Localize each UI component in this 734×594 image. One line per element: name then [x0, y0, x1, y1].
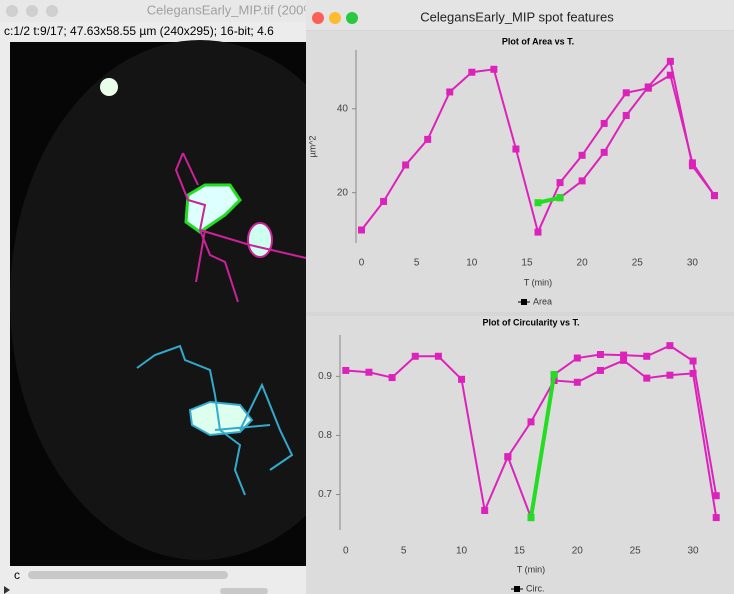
point — [412, 353, 419, 360]
chart-title: Plot of Area vs T. — [502, 36, 574, 46]
spot — [248, 223, 272, 257]
point — [446, 88, 453, 95]
point — [402, 161, 409, 168]
point — [713, 514, 720, 521]
scrollbar[interactable] — [28, 571, 228, 579]
legend-marker — [521, 299, 527, 305]
frame-slider[interactable] — [220, 588, 268, 594]
zoom-button[interactable] — [46, 5, 58, 17]
point — [342, 367, 349, 374]
point — [666, 342, 673, 349]
point — [579, 152, 586, 159]
x-tick-label: 0 — [343, 546, 349, 557]
x-tick-label: 20 — [572, 546, 584, 557]
x-tick-label: 10 — [466, 258, 478, 269]
point — [535, 229, 542, 236]
status-channel: c — [14, 568, 20, 582]
x-axis-label: T (min) — [517, 564, 545, 574]
point — [557, 194, 564, 201]
minimize-button[interactable] — [26, 5, 38, 17]
minimize-button[interactable] — [329, 12, 341, 24]
point — [597, 367, 604, 374]
x-tick-label: 30 — [687, 258, 699, 269]
x-tick-label: 15 — [514, 546, 526, 557]
x-tick-label: 15 — [521, 258, 533, 269]
point — [711, 192, 718, 199]
y-tick-label: 0.7 — [318, 489, 332, 500]
x-tick-label: 10 — [456, 546, 468, 557]
point — [643, 353, 650, 360]
point — [528, 418, 535, 425]
point — [689, 162, 696, 169]
point — [528, 514, 535, 521]
y-axis-label: µm^2 — [307, 136, 317, 158]
point — [490, 66, 497, 73]
point — [690, 358, 697, 365]
image-info: c:1/2 t:9/17; 47.63x58.55 µm (240x295); … — [4, 24, 274, 38]
point — [601, 149, 608, 156]
y-tick-label: 0.8 — [318, 430, 332, 441]
point — [557, 179, 564, 186]
legend-label: Circ. — [526, 583, 545, 593]
point — [667, 58, 674, 65]
point — [365, 369, 372, 376]
point — [574, 355, 581, 362]
point — [623, 89, 630, 96]
point — [458, 376, 465, 383]
point — [666, 372, 673, 379]
point — [380, 198, 387, 205]
zoom-button[interactable] — [346, 12, 358, 24]
point — [551, 371, 558, 378]
x-tick-label: 5 — [401, 546, 407, 557]
point — [601, 120, 608, 127]
legend-label: Area — [533, 296, 552, 306]
x-axis-label: T (min) — [524, 277, 552, 287]
legend-marker — [514, 586, 520, 592]
point — [435, 353, 442, 360]
point — [645, 83, 652, 90]
x-tick-label: 25 — [632, 258, 644, 269]
y-tick-label: 20 — [337, 187, 349, 198]
x-tick-label: 30 — [687, 546, 699, 557]
spot — [100, 78, 118, 96]
x-tick-label: 20 — [577, 258, 589, 269]
x-tick-label: 5 — [414, 258, 420, 269]
point — [481, 507, 488, 514]
point — [623, 112, 630, 119]
point — [620, 352, 627, 359]
x-tick-label: 25 — [630, 546, 642, 557]
point — [713, 492, 720, 499]
y-tick-label: 0.9 — [318, 371, 332, 382]
point — [579, 177, 586, 184]
close-button[interactable] — [6, 5, 18, 17]
point — [535, 199, 542, 206]
point — [597, 351, 604, 358]
chart-title: Plot of Circularity vs T. — [482, 317, 579, 327]
point — [512, 146, 519, 153]
point — [424, 136, 431, 143]
plot-window-title: CelegansEarly_MIP spot features — [420, 9, 614, 24]
point — [358, 226, 365, 233]
point — [389, 374, 396, 381]
point — [574, 379, 581, 386]
image-title: CelegansEarly_MIP.tif (200%) — [147, 2, 319, 17]
screen: CelegansEarly_MIP.tif (200%) c:1/2 t:9/1… — [0, 0, 734, 594]
x-tick-label: 0 — [359, 258, 365, 269]
close-button[interactable] — [312, 12, 324, 24]
point — [468, 69, 475, 76]
point — [643, 375, 650, 382]
y-tick-label: 40 — [337, 103, 349, 114]
point — [504, 453, 511, 460]
